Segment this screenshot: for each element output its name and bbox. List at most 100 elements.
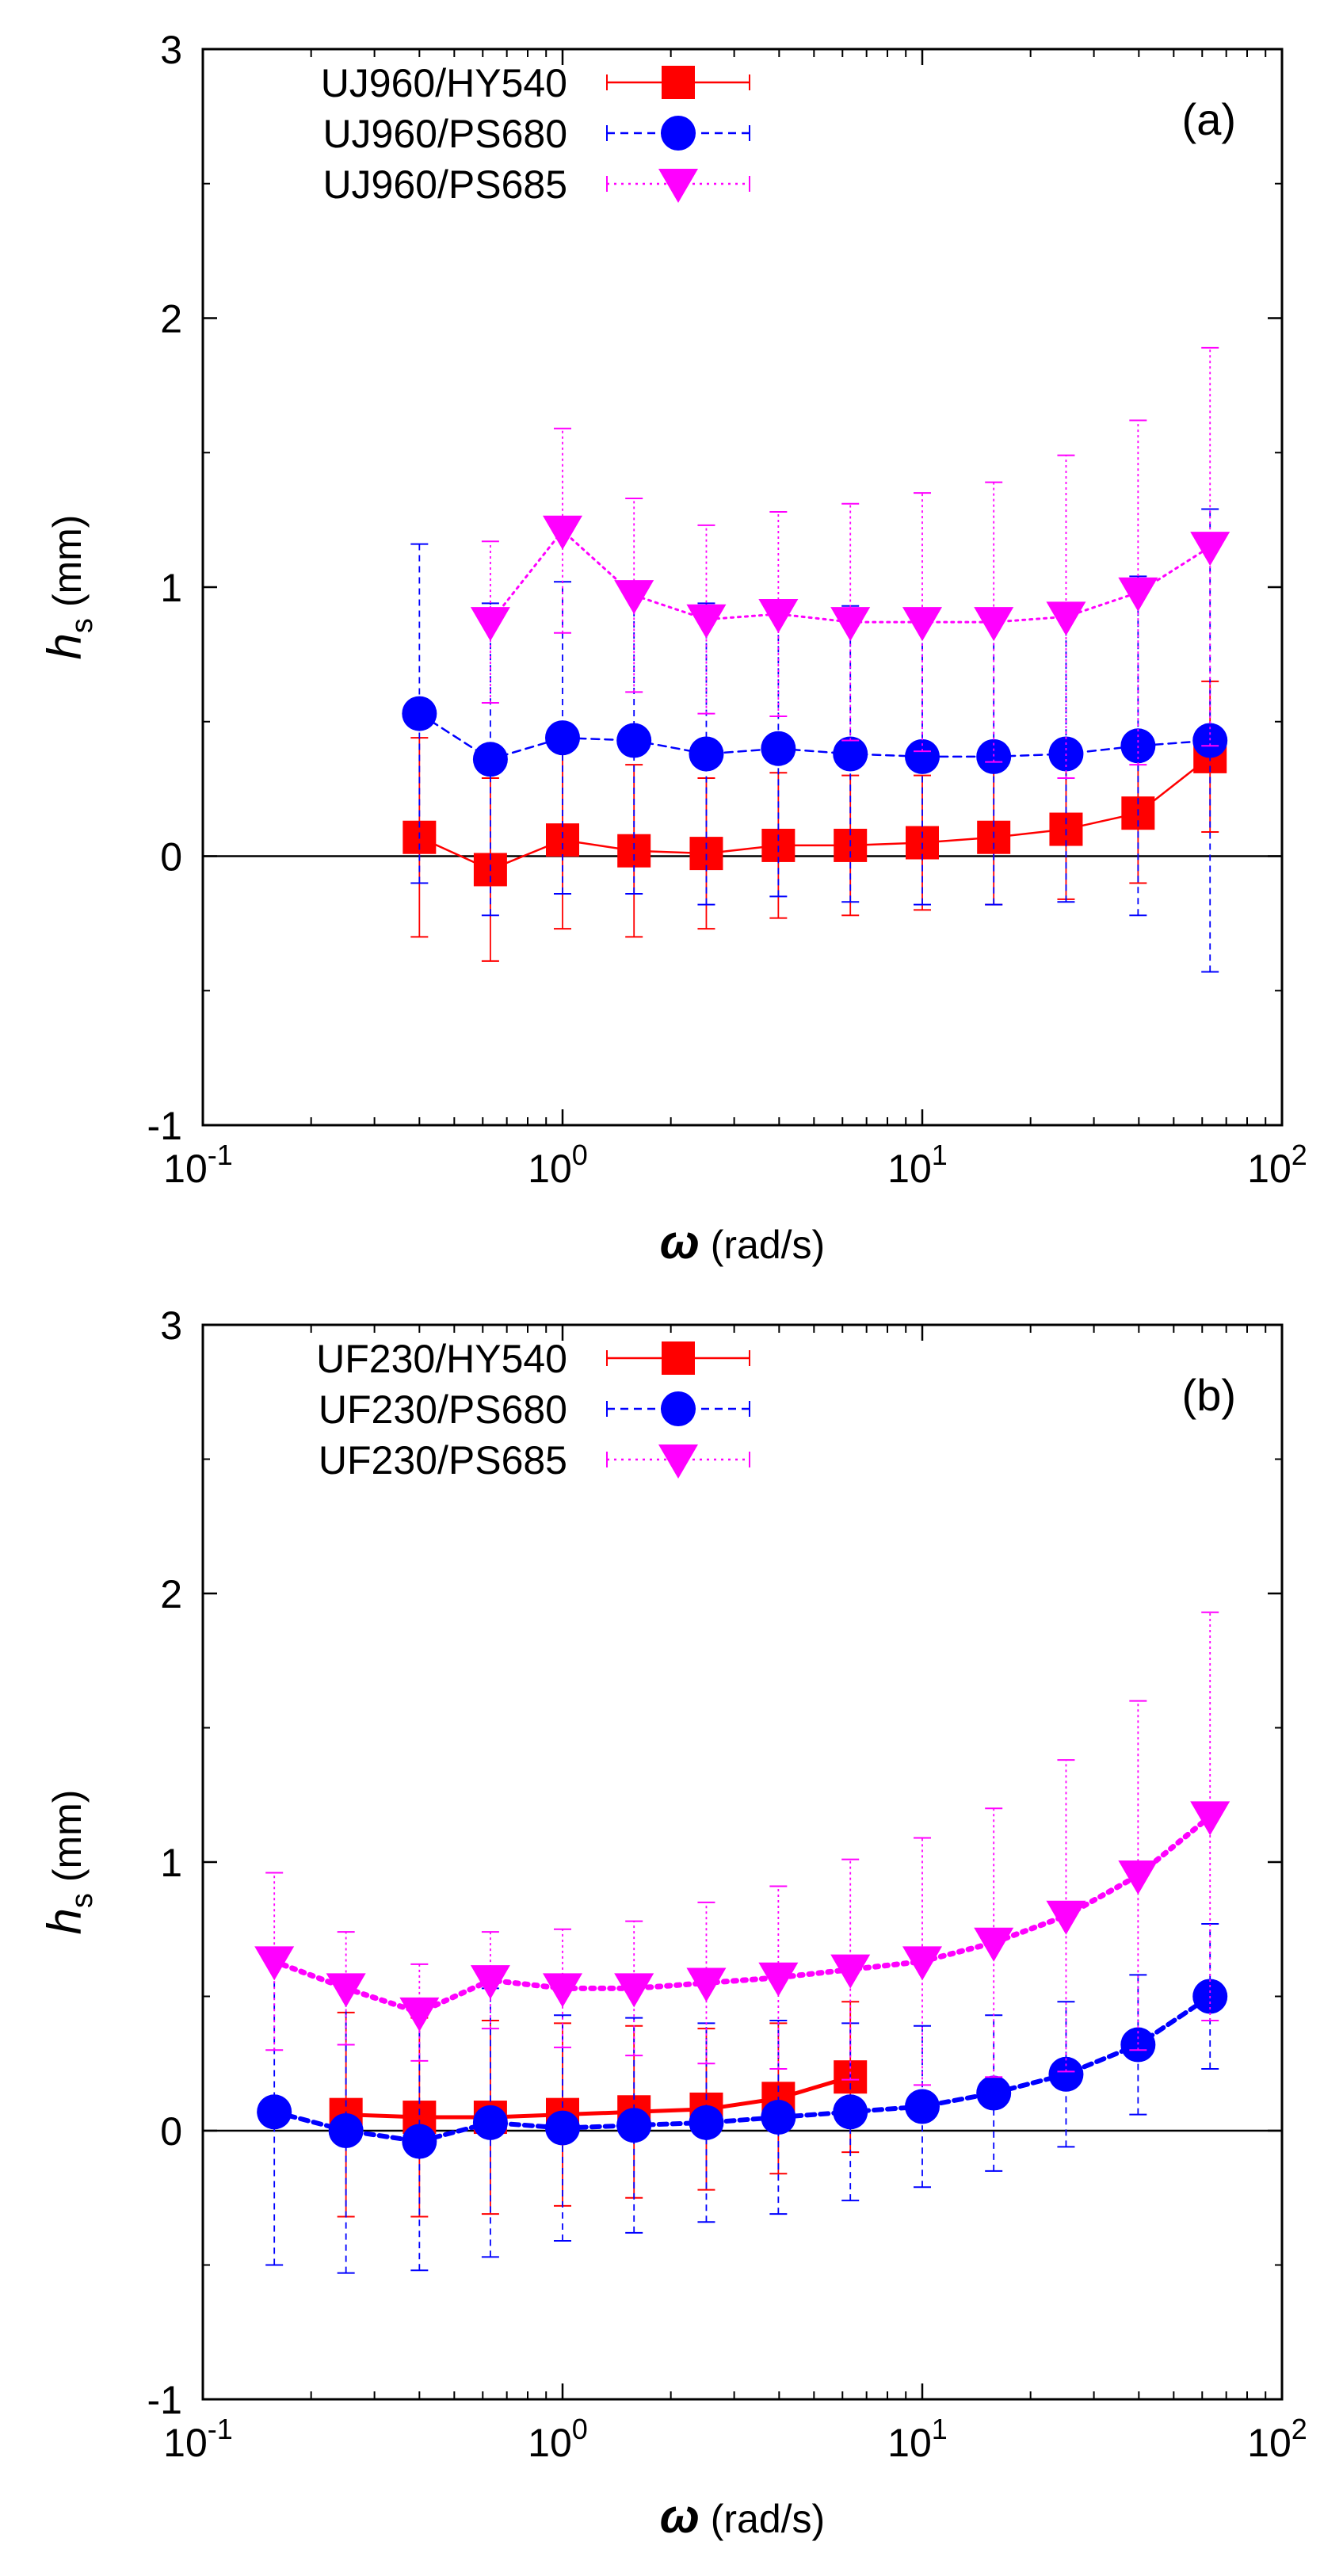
data-point — [1048, 2056, 1084, 2092]
legend: UF230/HY540 UF230/PS680 UF230/PS685 — [316, 1337, 750, 1483]
x-axis-label: ω (rad/s) — [660, 1215, 825, 1269]
data-point — [254, 1946, 295, 1981]
data-point — [472, 742, 508, 777]
data-point — [545, 2110, 580, 2146]
data-point — [761, 2100, 796, 2135]
data-point — [1046, 601, 1086, 636]
y-tick-label: -1 — [147, 2378, 182, 2422]
data-point — [686, 1967, 727, 2002]
data-point — [833, 736, 868, 772]
data-point — [257, 2094, 292, 2130]
legend-marker — [662, 66, 695, 99]
x-tick-label: 10-1 — [163, 2413, 233, 2465]
legend-marker — [658, 169, 698, 203]
data-point — [614, 580, 654, 615]
data-point — [546, 823, 579, 857]
data-point — [974, 1927, 1014, 1962]
y-axis-label: hs (mm) — [38, 1790, 99, 1935]
data-point — [905, 738, 940, 774]
data-point — [830, 1954, 871, 1989]
data-point — [1046, 1900, 1086, 1935]
legend-label: UJ960/PS680 — [322, 112, 567, 156]
x-tick-label: 100 — [528, 2413, 588, 2465]
plot-frame — [201, 1323, 1284, 2401]
x-tick-label: 100 — [528, 1139, 588, 1191]
legend-marker — [662, 1341, 695, 1375]
data-point — [1190, 1801, 1230, 1836]
data-point — [1118, 1860, 1158, 1895]
data-point — [758, 1962, 799, 1997]
y-tick-label: 0 — [160, 2109, 182, 2154]
data-point — [833, 2094, 868, 2130]
legend-label: UJ960/PS685 — [322, 162, 567, 207]
chart-panel-2: -1 0 1 2 3 10-1 100 101 102 (b) UF230/HY540 UF230/P… — [38, 1303, 1307, 2543]
data-point — [974, 607, 1014, 642]
x-tick-label: 101 — [887, 1139, 948, 1191]
data-point — [761, 731, 796, 766]
y-tick-label: -1 — [147, 1104, 182, 1148]
data-point — [545, 720, 580, 756]
y-tick-label: 3 — [160, 1303, 182, 1348]
series-2 — [402, 508, 1228, 973]
series-2 — [257, 1922, 1228, 2274]
data-point — [470, 1965, 510, 2000]
y-tick-label: 2 — [160, 1572, 182, 1616]
data-point — [543, 1973, 582, 2008]
legend: UJ960/HY540 UJ960/PS680 UJ960/PS685 — [321, 61, 750, 207]
legend-marker — [661, 116, 696, 151]
data-point — [614, 1973, 654, 2008]
x-tick-label: 10-1 — [163, 1139, 233, 1191]
legend-label: UF230/HY540 — [316, 1337, 567, 1381]
legend-label: UF230/PS685 — [319, 1438, 567, 1483]
data-point — [1118, 577, 1158, 612]
data-point — [1192, 723, 1228, 758]
data-point — [472, 2105, 508, 2140]
y-tick-label: 0 — [160, 835, 182, 880]
plot-frame — [201, 48, 1284, 1127]
data-point — [402, 696, 437, 731]
series-3 — [470, 346, 1230, 780]
data-point — [616, 723, 652, 758]
data-point — [830, 607, 871, 642]
x-tick-label: 101 — [887, 2413, 948, 2465]
x-tick-label: 102 — [1247, 2413, 1307, 2465]
data-point — [686, 604, 727, 639]
y-tick-label: 1 — [160, 1841, 182, 1885]
series-line — [489, 529, 1211, 624]
data-point — [689, 837, 723, 871]
data-point — [326, 1973, 366, 2008]
data-point — [1120, 2027, 1156, 2063]
x-axis-label: ω (rad/s) — [660, 2490, 825, 2543]
panel-label: (a) — [1182, 94, 1236, 144]
data-point — [758, 598, 799, 633]
data-point — [543, 515, 582, 550]
series-3 — [254, 1611, 1230, 2086]
legend-marker — [661, 1391, 696, 1426]
y-axis-label: hs (mm) — [38, 515, 99, 660]
data-point — [616, 2108, 652, 2143]
data-point — [399, 1997, 440, 2032]
data-point — [902, 607, 942, 642]
data-point — [976, 738, 1012, 774]
x-tick-label: 102 — [1247, 1139, 1307, 1191]
y-tick-label: 2 — [160, 297, 182, 342]
data-point — [402, 2124, 437, 2159]
legend-marker — [658, 1444, 698, 1479]
data-point — [905, 2089, 940, 2124]
data-point — [976, 2075, 1012, 2111]
legend-label: UJ960/HY540 — [321, 61, 567, 105]
legend-label: UF230/PS680 — [319, 1387, 567, 1432]
y-tick-label: 1 — [160, 566, 182, 610]
y-tick-label: 3 — [160, 28, 182, 72]
data-point — [328, 2113, 364, 2148]
data-point — [470, 607, 510, 642]
data-point — [689, 2105, 724, 2140]
data-point — [1190, 532, 1230, 567]
data-point — [689, 736, 724, 772]
chart-panel-1: -1 0 1 2 3 10-1 100 101 102 (a) UJ960/HY540 UJ960/P… — [38, 28, 1307, 1269]
data-point — [906, 826, 939, 860]
panel-label: (b) — [1182, 1370, 1236, 1420]
data-point — [617, 834, 651, 868]
data-point — [761, 828, 795, 862]
